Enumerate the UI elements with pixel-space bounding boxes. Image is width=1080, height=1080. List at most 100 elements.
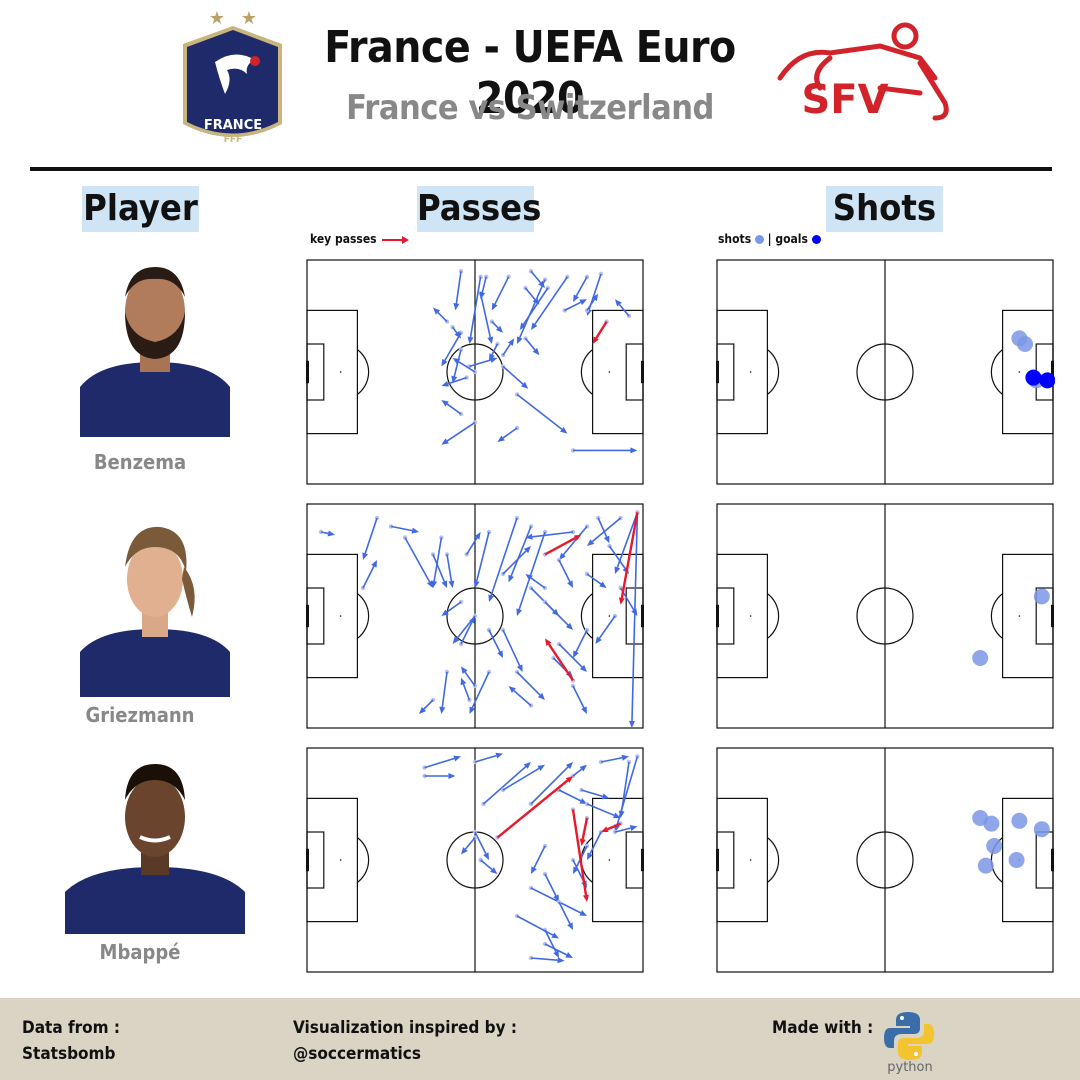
pass-arrow bbox=[573, 843, 590, 874]
python-logo-icon: python bbox=[880, 1008, 940, 1075]
player-photo-icon bbox=[65, 752, 245, 934]
svg-text:SFV: SFV bbox=[801, 77, 888, 123]
penalty-arc-right bbox=[580, 593, 593, 639]
six-yard-box-left bbox=[716, 587, 735, 645]
penalty-spot-right bbox=[608, 371, 611, 373]
six-yard-box-left bbox=[306, 343, 325, 401]
goal-right bbox=[641, 848, 644, 872]
goal-left bbox=[306, 848, 309, 872]
player-name: Benzema bbox=[93, 450, 187, 474]
pass-arrow bbox=[491, 274, 511, 311]
shots-pitch bbox=[716, 503, 1054, 729]
pass-arrow bbox=[531, 274, 570, 330]
pass-arrow bbox=[388, 524, 419, 534]
penalty-box-left bbox=[716, 553, 769, 679]
pass-arrow bbox=[500, 364, 529, 389]
pass-arrow bbox=[528, 885, 587, 916]
pitch-lines bbox=[716, 259, 1054, 485]
pass-arrow bbox=[508, 524, 534, 583]
data-source-label: Data from : bbox=[22, 1018, 121, 1038]
key-pass-arrow bbox=[545, 638, 576, 683]
shot-point bbox=[986, 838, 1003, 854]
player-column-header: Player bbox=[82, 186, 199, 232]
penalty-spot-right bbox=[1018, 371, 1021, 373]
pass-arrow bbox=[441, 599, 464, 616]
pass-arrow bbox=[422, 755, 461, 770]
pass-arrow bbox=[431, 535, 444, 588]
center-circle bbox=[446, 343, 504, 401]
pass-arrow bbox=[467, 357, 498, 369]
svg-text:★: ★ bbox=[241, 8, 257, 29]
pass-arrow bbox=[598, 754, 629, 765]
pass-arrow bbox=[467, 274, 483, 344]
pass-arrow bbox=[500, 338, 515, 358]
player-photo-icon bbox=[80, 257, 230, 437]
pass-arrow bbox=[587, 515, 623, 546]
six-yard-box-left bbox=[716, 343, 735, 401]
pass-arrow bbox=[458, 616, 475, 647]
pass-arrow bbox=[360, 560, 377, 591]
key-pass-arrow bbox=[618, 510, 640, 605]
pass-arrow bbox=[472, 829, 489, 860]
goal-point bbox=[1025, 369, 1042, 386]
pass-arrow bbox=[525, 574, 548, 591]
pass-arrow bbox=[570, 764, 587, 779]
pass-arrow bbox=[497, 425, 520, 442]
pass-arrow bbox=[514, 392, 568, 434]
goal-right bbox=[641, 604, 644, 628]
pass-arrow bbox=[556, 557, 573, 588]
pass-arrow bbox=[628, 510, 640, 728]
penalty-box-left bbox=[716, 309, 769, 435]
pass-arrow bbox=[508, 686, 534, 708]
penalty-spot-right bbox=[608, 859, 611, 861]
penalty-spot-left bbox=[749, 371, 752, 373]
pass-arrow bbox=[481, 762, 531, 807]
inspired-label: Visualization inspired by : bbox=[293, 1018, 518, 1038]
penalty-box-left bbox=[306, 797, 359, 923]
player-name: Mbappé bbox=[99, 940, 181, 964]
shot-point bbox=[1011, 812, 1028, 829]
pass-arrow bbox=[519, 285, 550, 330]
key-pass-arrow bbox=[570, 807, 589, 902]
pass-arrow bbox=[528, 269, 545, 288]
pass-arrow bbox=[453, 269, 464, 311]
goal-right bbox=[1051, 360, 1054, 384]
shots-pitch bbox=[716, 259, 1055, 485]
svg-text:FRANCE: FRANCE bbox=[204, 118, 262, 133]
shot-point bbox=[1008, 852, 1025, 868]
pass-arrow bbox=[441, 420, 478, 445]
shots-legend: shots | goals bbox=[718, 232, 821, 246]
pass-arrow bbox=[433, 307, 450, 324]
pass-arrow bbox=[556, 899, 573, 930]
six-yard-box-right bbox=[1035, 831, 1054, 889]
pass-arrow bbox=[584, 801, 621, 819]
pass-arrow bbox=[451, 347, 464, 384]
center-circle bbox=[856, 587, 914, 645]
penalty-arc-left bbox=[767, 837, 780, 883]
pass-arrow bbox=[614, 754, 640, 832]
pass-arrow bbox=[488, 515, 520, 602]
pass-arrow bbox=[486, 627, 503, 658]
pass-arrow bbox=[461, 666, 478, 689]
pass-arrow bbox=[523, 285, 540, 305]
svg-text:★: ★ bbox=[209, 8, 225, 29]
pass-arrow bbox=[517, 277, 548, 344]
player-name: Griezmann bbox=[85, 703, 195, 727]
six-yard-box-right bbox=[625, 343, 644, 401]
pass-arrow bbox=[489, 341, 500, 361]
pass-arrow bbox=[584, 293, 599, 313]
inspired-value: @soccermatics bbox=[293, 1044, 421, 1064]
key-pass-arrow bbox=[495, 776, 573, 840]
red-arrow-icon bbox=[382, 235, 410, 244]
passes-pitch bbox=[306, 259, 644, 485]
penalty-spot-right bbox=[608, 615, 611, 617]
svg-text:FFF: FFF bbox=[224, 135, 242, 145]
made-with-label: Made with : bbox=[772, 1018, 874, 1038]
pass-arrow bbox=[573, 627, 590, 658]
shot-point bbox=[1011, 330, 1028, 347]
pass-arrow bbox=[441, 400, 464, 417]
penalty-box-left bbox=[306, 553, 359, 679]
goal-left bbox=[716, 360, 719, 384]
penalty-spot-left bbox=[749, 859, 752, 861]
pass-arrow bbox=[595, 613, 618, 644]
